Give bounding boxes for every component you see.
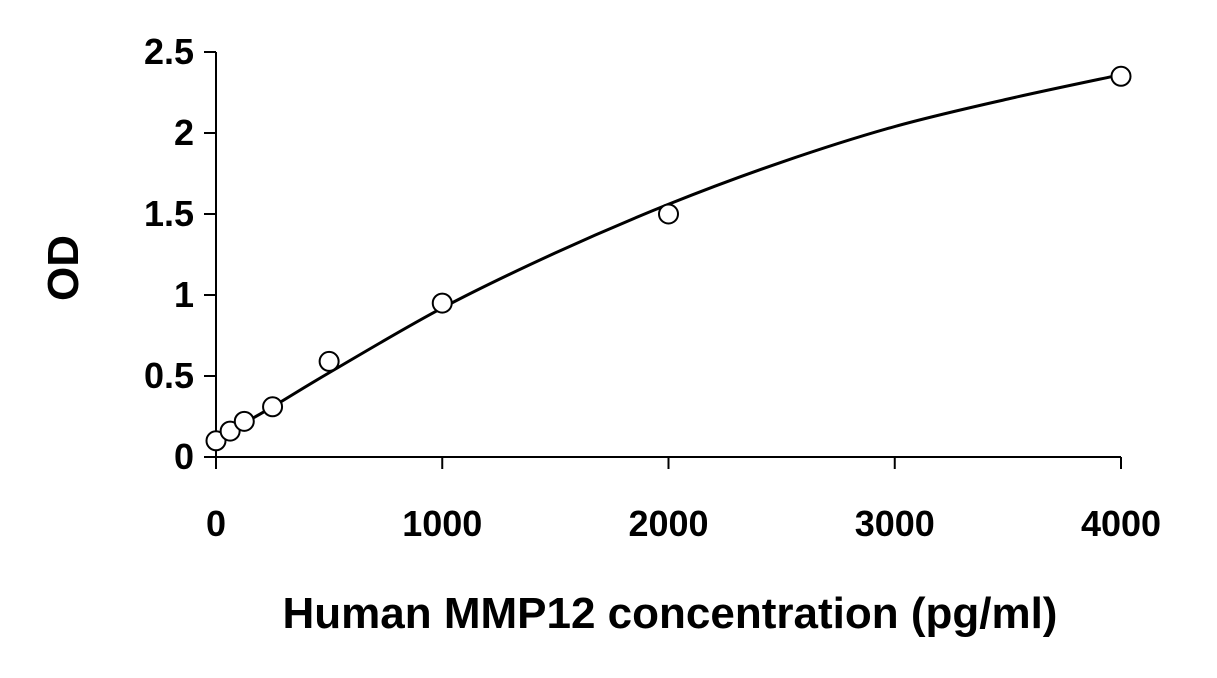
data-point: [658, 203, 679, 225]
data-point: [205, 430, 227, 452]
y-tick-label: 2.5: [144, 31, 194, 72]
y-axis-title: OD: [39, 235, 88, 301]
data-point: [219, 420, 241, 442]
y-tick-label: 0: [174, 436, 194, 477]
y-tick-label: 1: [174, 274, 194, 315]
data-point: [233, 410, 255, 432]
x-tick-label: 3000: [855, 503, 935, 544]
x-axis-title: Human MMP12 concentration (pg/ml): [283, 589, 1058, 638]
x-tick-label: 2000: [628, 503, 708, 544]
y-tick-label: 2: [174, 112, 194, 153]
y-tick-label: 1.5: [144, 193, 194, 234]
x-axis: 0 1000 2000 3000 4000: [206, 456, 1161, 544]
x-tick-label: 1000: [402, 503, 482, 544]
x-tick-label: 4000: [1081, 503, 1161, 544]
data-point: [1110, 65, 1132, 87]
fit-curve: [215, 73, 1122, 441]
data-point: [318, 350, 340, 372]
data-point: [262, 396, 284, 418]
data-point: [431, 292, 453, 314]
y-tick-label: 0.5: [144, 355, 194, 396]
x-tick-label: 0: [206, 503, 226, 544]
y-axis: 0 0.5 1 1.5 2 2.5: [144, 31, 217, 477]
data-points: [205, 65, 1132, 452]
fit-curve-layer: [215, 73, 1122, 441]
